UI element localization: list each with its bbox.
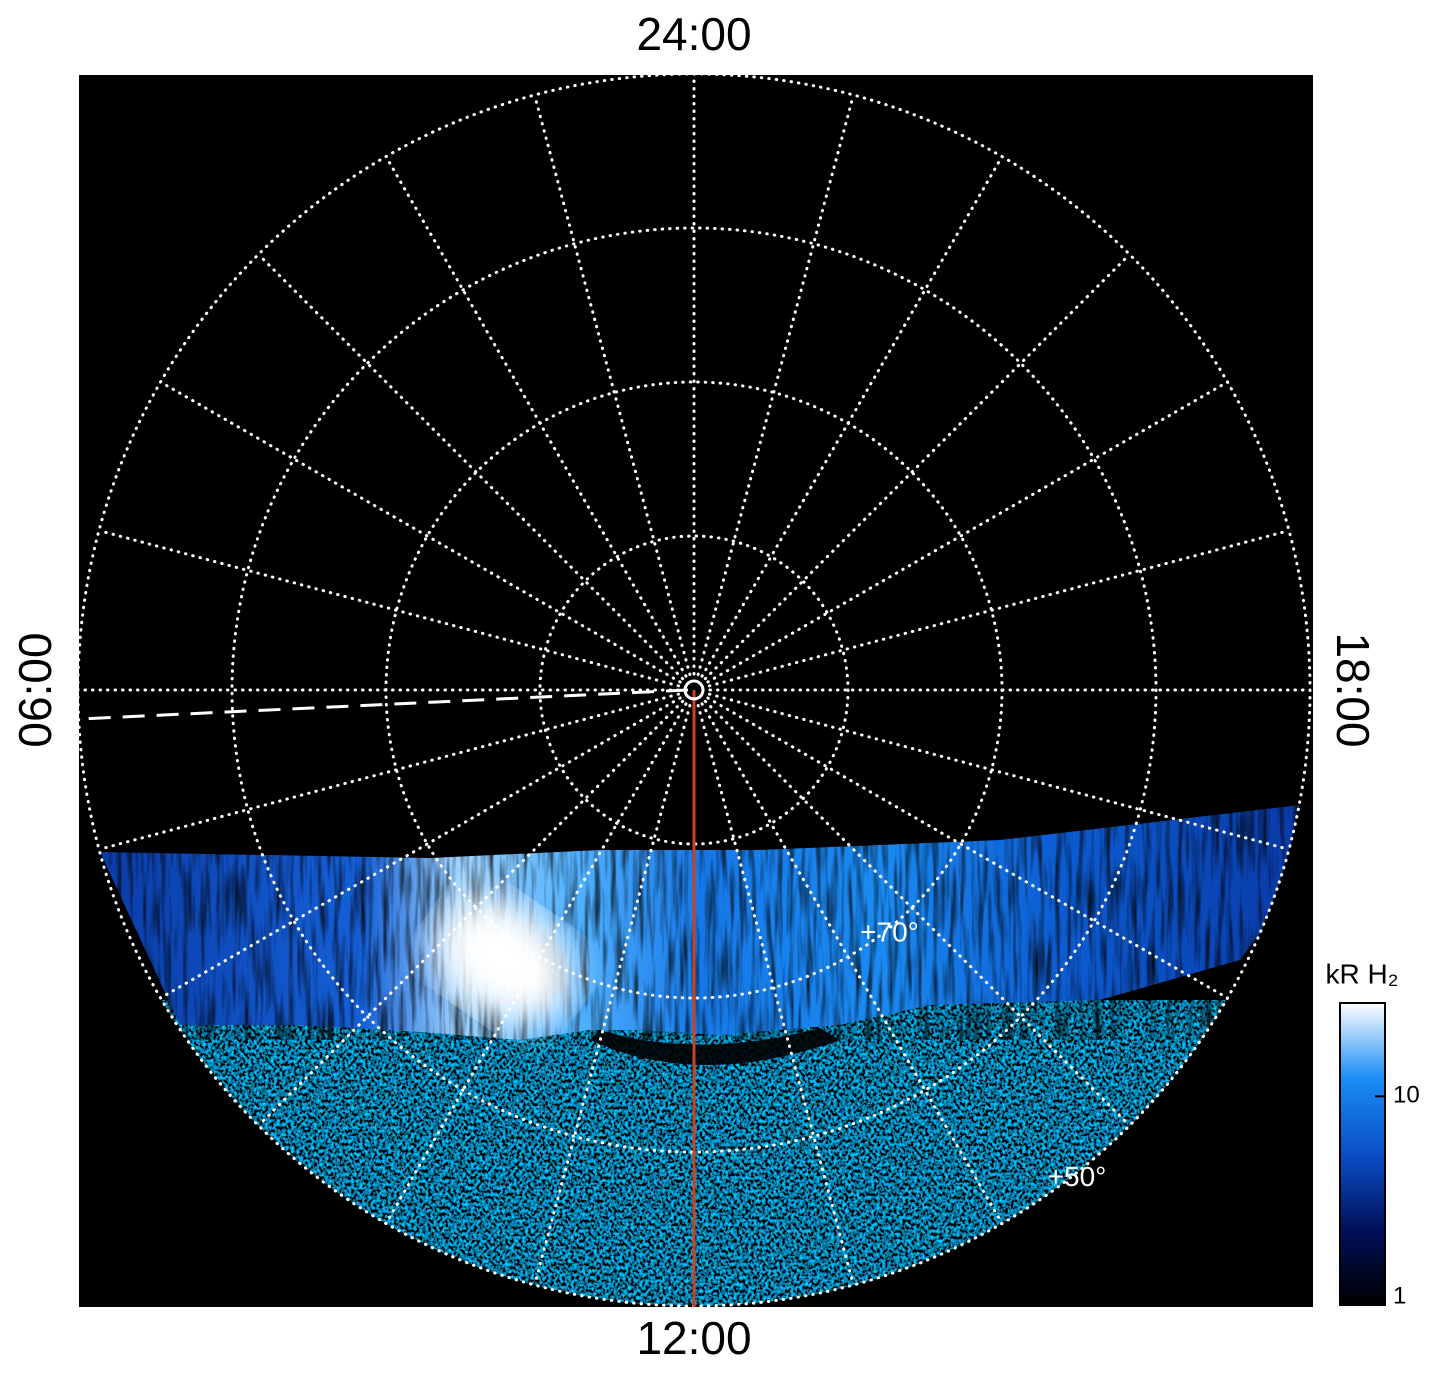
meridian-line xyxy=(706,380,1229,684)
meridian-line xyxy=(706,696,1229,1000)
latitude-label: +70° xyxy=(860,917,919,948)
colorbar-ramp xyxy=(1339,1002,1386,1306)
meridian-line xyxy=(707,529,1291,688)
meridian-line xyxy=(384,702,688,1225)
meridian-line xyxy=(703,252,1132,681)
meridian-line xyxy=(159,696,682,1000)
meridian-line xyxy=(696,703,855,1287)
meridian-line xyxy=(707,692,1291,851)
local-time-label: 18:00 xyxy=(1327,632,1379,747)
meridian-line xyxy=(159,380,682,684)
latitude-circle xyxy=(230,226,1158,1154)
meridian-line xyxy=(97,529,681,688)
meridian-line xyxy=(256,699,685,1128)
colorbar-label: kR H₂ xyxy=(1325,958,1398,989)
local-time-label: 06:00 xyxy=(9,632,61,747)
colorbar: kR H₂ 1 10 xyxy=(1325,958,1419,1309)
bright-spot xyxy=(435,897,575,1023)
labels: 24:00 06:00 12:00 18:00 +70° +50° xyxy=(9,8,1379,1364)
meridian-line xyxy=(533,703,692,1287)
meridian-line xyxy=(384,155,688,678)
meridian-line xyxy=(700,155,1004,678)
colorbar-tick-label: 1 xyxy=(1393,1282,1406,1309)
meridian-line xyxy=(533,93,692,677)
colorbar-tick-label: 10 xyxy=(1393,1082,1420,1109)
meridian-line xyxy=(700,702,1004,1225)
meridian-line xyxy=(97,692,681,851)
meridian-line xyxy=(256,252,685,681)
latitude-label: +50° xyxy=(1048,1161,1107,1192)
auroral-streaks xyxy=(100,805,1300,1040)
local-time-label: 12:00 xyxy=(636,1312,751,1364)
meridian-line xyxy=(696,93,855,677)
local-time-label: 24:00 xyxy=(636,8,751,60)
pole-marker xyxy=(683,679,705,701)
dark-arc xyxy=(590,1028,840,1065)
meridian-line xyxy=(703,699,1132,1128)
